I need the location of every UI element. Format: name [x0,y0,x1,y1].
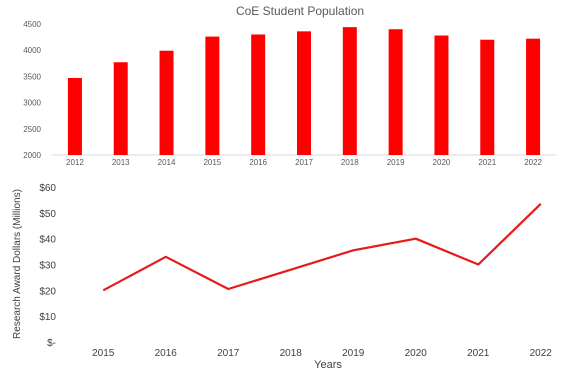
bar-chart-y-tick-label: 4500 [23,20,41,29]
line-chart-y-ticks: $- $10 $20 $30 $40 $50 $60 [39,183,56,349]
bar-2022 [526,38,541,156]
line-chart-y-tick-label: $50 [39,209,56,220]
bar-chart-x-tick-label: 2022 [524,158,542,167]
line-chart-y-tick-label: $30 [39,261,56,272]
bar-chart-x-tick-label: 2014 [158,158,176,167]
bar-2019 [388,29,403,156]
line-chart-y-tick-label: $40 [39,235,56,246]
bar-chart-y-tick-label: 2000 [23,151,41,160]
bar-chart-x-tick-label: 2016 [249,158,267,167]
line-chart-y-axis-label: Research Award Dollars (Millions) [12,189,23,339]
bar-chart-x-tick-label: 2015 [203,158,221,167]
line-chart-y-tick-label: $60 [39,183,56,194]
bar-2016 [251,34,266,156]
line-chart-x-tick-label: 2021 [467,348,490,359]
bar-2013 [113,62,128,155]
line-chart-x-tick-label: 2022 [530,348,553,359]
bar-chart-x-tick-label: 2021 [478,158,496,167]
line-chart-x-tick-label: 2018 [280,348,303,359]
line-chart-y-tick-label: $20 [39,286,56,297]
bar-chart-bars [67,27,541,156]
bar-2015 [205,36,220,155]
bar-2020 [434,35,449,155]
bar-chart-x-tick-label: 2012 [66,158,84,167]
bar-chart-y-tick-label: 3500 [23,72,41,81]
bar-chart-x-tick-label: 2017 [295,158,313,167]
bar-chart-x-tick-label: 2020 [433,158,451,167]
bar-2018 [342,27,357,156]
bar-2021 [480,39,495,155]
bar-chart-title: CoE Student Population [236,4,364,18]
line-chart-x-tick-label: 2019 [342,348,365,359]
line-chart-x-tick-label: 2016 [155,348,178,359]
line-chart-y-tick-label: $10 [39,312,56,323]
bar-chart-y-tick-label: 4000 [23,46,41,55]
bar-chart-y-tick-label: 2500 [23,125,41,134]
bar-chart-x-ticks: 2012 2013 2014 2015 2016 2017 2018 2019 2020 2021… [66,158,543,167]
bar-2014 [159,50,174,155]
line-chart-x-axis-label: Years [314,359,342,371]
line-chart-x-tick-label: 2015 [92,348,115,359]
bar-chart-x-tick-label: 2018 [341,158,359,167]
line-chart-x-ticks: 2015 2016 2017 2018 2019 2020 2021 2022 [92,348,552,359]
bar-2012 [67,77,82,155]
line-chart-series-line [102,203,542,292]
bar-chart-x-tick-label: 2019 [387,158,405,167]
line-chart-y-tick-label: $- [47,338,56,349]
bar-chart-y-tick-label: 3000 [23,99,41,108]
line-chart-x-tick-label: 2020 [405,348,428,359]
research-award-line-chart: Research Award Dollars (Millions) Years … [12,183,552,371]
bar-2017 [297,31,311,156]
student-population-bar-chart: CoE Student Population 2000 2500 3000 3500 4… [23,4,556,167]
line-chart-x-tick-label: 2017 [217,348,240,359]
bar-chart-x-tick-label: 2013 [112,158,130,167]
bar-chart-y-ticks: 2000 2500 3000 3500 4000 4500 [23,20,41,160]
